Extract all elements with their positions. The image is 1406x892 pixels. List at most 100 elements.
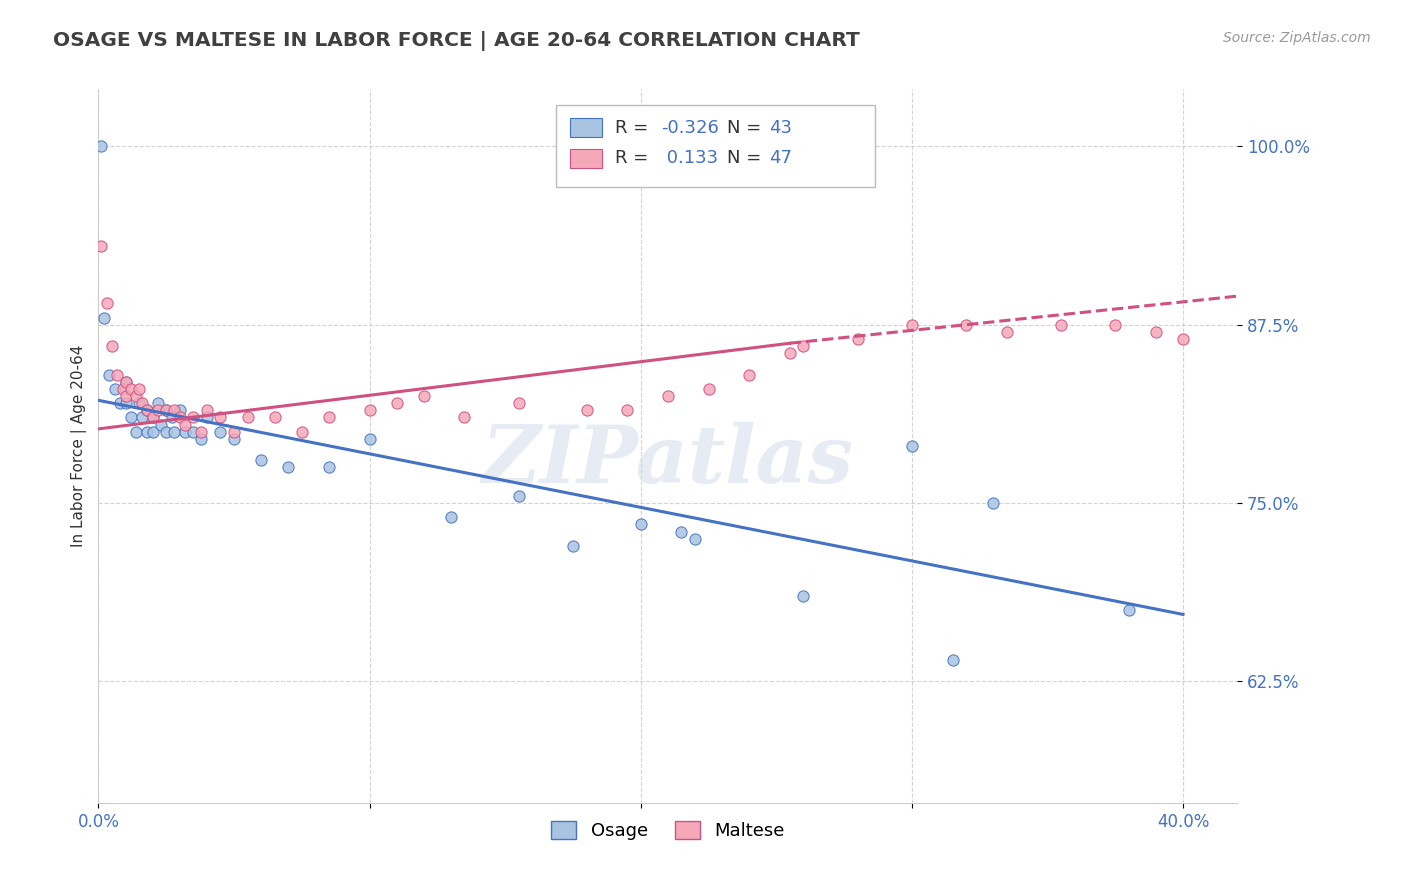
Point — [250, 453, 273, 467]
Point — [508, 489, 530, 503]
Text: 47: 47 — [769, 150, 792, 168]
Point — [163, 425, 186, 439]
Point — [792, 339, 814, 353]
Point — [792, 589, 814, 603]
Point — [146, 403, 169, 417]
Point — [136, 403, 159, 417]
Point — [901, 318, 924, 332]
Point — [104, 382, 127, 396]
Point — [169, 410, 191, 425]
Point — [1118, 603, 1140, 617]
Point — [222, 432, 245, 446]
Point — [190, 432, 212, 446]
Point — [146, 396, 169, 410]
Point — [575, 403, 598, 417]
Point — [209, 410, 232, 425]
Point — [190, 425, 212, 439]
Point — [440, 510, 463, 524]
Point — [183, 425, 205, 439]
Point — [125, 425, 148, 439]
Point — [163, 403, 186, 417]
Point — [174, 425, 197, 439]
Point — [995, 325, 1018, 339]
Point — [114, 375, 136, 389]
Point — [174, 417, 197, 432]
Point — [209, 425, 232, 439]
Point — [142, 425, 165, 439]
Point — [93, 310, 115, 325]
Point — [318, 410, 340, 425]
Point — [155, 425, 177, 439]
Point — [683, 532, 706, 546]
Point — [1104, 318, 1126, 332]
Point — [195, 410, 218, 425]
Point — [412, 389, 434, 403]
Point — [657, 389, 679, 403]
Point — [149, 417, 172, 432]
Point — [183, 410, 205, 425]
Point — [1144, 325, 1167, 339]
Text: OSAGE VS MALTESE IN LABOR FORCE | AGE 20-64 CORRELATION CHART: OSAGE VS MALTESE IN LABOR FORCE | AGE 20… — [53, 31, 860, 51]
Point — [98, 368, 121, 382]
Point — [160, 410, 183, 425]
Text: R =: R = — [616, 119, 654, 136]
Point — [277, 460, 299, 475]
Point — [125, 389, 148, 403]
Point — [318, 460, 340, 475]
Point — [1050, 318, 1073, 332]
FancyBboxPatch shape — [569, 119, 602, 137]
Text: Source: ZipAtlas.com: Source: ZipAtlas.com — [1223, 31, 1371, 45]
Point — [697, 382, 720, 396]
Point — [942, 653, 965, 667]
Point — [359, 432, 381, 446]
Point — [385, 396, 408, 410]
Point — [508, 396, 530, 410]
Point — [616, 403, 638, 417]
Point — [630, 517, 652, 532]
Point — [136, 403, 159, 417]
Point — [142, 410, 165, 425]
Legend: Osage, Maltese: Osage, Maltese — [544, 814, 792, 847]
FancyBboxPatch shape — [569, 149, 602, 168]
Point — [120, 382, 142, 396]
Point — [114, 396, 136, 410]
Point — [846, 332, 869, 346]
Point — [738, 368, 761, 382]
Text: N =: N = — [727, 119, 768, 136]
Point — [981, 496, 1004, 510]
Point — [155, 403, 177, 417]
Point — [169, 403, 191, 417]
Point — [195, 403, 218, 417]
Point — [90, 239, 112, 253]
Point — [359, 403, 381, 417]
Point — [128, 396, 150, 410]
Point — [107, 368, 129, 382]
Point — [901, 439, 924, 453]
Point — [222, 425, 245, 439]
Point — [562, 539, 585, 553]
Point — [96, 296, 118, 310]
Point — [120, 410, 142, 425]
Point — [114, 389, 136, 403]
Text: N =: N = — [727, 150, 768, 168]
Point — [101, 339, 124, 353]
Point — [291, 425, 314, 439]
Text: 0.133: 0.133 — [661, 150, 718, 168]
Point — [671, 524, 693, 539]
Point — [263, 410, 285, 425]
Point — [90, 139, 112, 153]
Point — [453, 410, 475, 425]
Text: ZIPatlas: ZIPatlas — [482, 422, 853, 499]
Point — [955, 318, 977, 332]
Point — [136, 425, 159, 439]
Point — [114, 375, 136, 389]
Text: R =: R = — [616, 150, 654, 168]
Text: -0.326: -0.326 — [661, 119, 718, 136]
Point — [155, 403, 177, 417]
FancyBboxPatch shape — [557, 105, 875, 187]
Point — [128, 382, 150, 396]
Text: 43: 43 — [769, 119, 792, 136]
Y-axis label: In Labor Force | Age 20-64: In Labor Force | Age 20-64 — [72, 345, 87, 547]
Point — [779, 346, 801, 360]
Point — [131, 410, 153, 425]
